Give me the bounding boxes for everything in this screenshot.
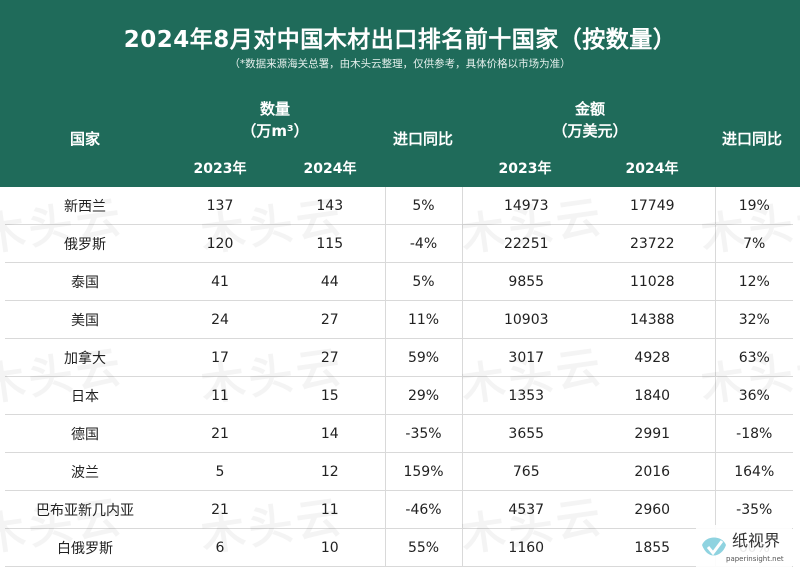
- header-amount-unit: （万美元）: [552, 122, 628, 140]
- cell-a2023: 3017: [461, 338, 590, 377]
- cell-qyoy: 159%: [384, 452, 462, 491]
- cell-a2024: 11028: [590, 262, 715, 301]
- cell-q2023: 17: [165, 338, 275, 377]
- cell-ayoy: 32%: [714, 300, 793, 339]
- cell-q2023: 6: [165, 528, 275, 567]
- cell-country: 新西兰: [5, 187, 165, 225]
- header-country: 国家: [69, 130, 100, 148]
- cell-a2024: 17749: [590, 187, 715, 225]
- cell-a2024: 1840: [590, 376, 715, 415]
- table-row: 波兰 5 12 159% 765 2016 164%: [5, 452, 793, 491]
- cell-q2023: 21: [165, 414, 275, 453]
- data-table: 新西兰 137 143 5% 14973 17749 19% 俄罗斯 120 115 -4% 2225…: [5, 187, 793, 567]
- cell-a2023: 765: [461, 452, 590, 491]
- header-amount-2023: 2023年: [498, 161, 552, 177]
- cell-country: 俄罗斯: [5, 224, 165, 263]
- cell-country: 日本: [5, 376, 165, 415]
- cell-country: 白俄罗斯: [5, 528, 165, 567]
- table-row: 俄罗斯 120 115 -4% 22251 23722 7%: [5, 224, 793, 263]
- cell-q2023: 137: [165, 187, 275, 225]
- cell-a2023: 14973: [461, 187, 590, 225]
- cell-qyoy: 29%: [384, 376, 462, 415]
- cell-qyoy: 59%: [384, 338, 462, 377]
- cell-q2024: 11: [275, 490, 385, 529]
- cell-q2023: 24: [165, 300, 275, 339]
- cell-a2023: 22251: [461, 224, 590, 263]
- table-row: 泰国 41 44 5% 9855 11028 12%: [5, 262, 793, 301]
- cell-qyoy: 5%: [384, 262, 462, 301]
- cell-q2024: 143: [275, 187, 385, 225]
- cell-country: 德国: [5, 414, 165, 453]
- header-quantity-2024: 2024年: [303, 161, 357, 177]
- cell-a2024: 23722: [590, 224, 715, 263]
- table-row: 巴布亚新几内亚 21 11 -46% 4537 2960 -35%: [5, 490, 793, 529]
- cell-q2023: 5: [165, 452, 275, 491]
- cell-country: 波兰: [5, 452, 165, 491]
- cell-q2024: 12: [275, 452, 385, 491]
- cell-a2023: 1160: [461, 528, 590, 567]
- table-row: 日本 11 15 29% 1353 1840 36%: [5, 376, 793, 415]
- header-amount: 金额: [574, 100, 605, 118]
- cell-a2024: 2016: [590, 452, 715, 491]
- cell-ayoy: 7%: [714, 224, 793, 263]
- header-quantity: 数量: [259, 100, 290, 118]
- cell-ayoy: 12%: [714, 262, 793, 301]
- table-row: 德国 21 14 -35% 3655 2991 -18%: [5, 414, 793, 453]
- cell-qyoy: 55%: [384, 528, 462, 567]
- table-row: 加拿大 17 27 59% 3017 4928 63%: [5, 338, 793, 377]
- cell-a2023: 9855: [461, 262, 590, 301]
- cell-qyoy: 5%: [384, 187, 462, 225]
- cell-country: 泰国: [5, 262, 165, 301]
- cell-qyoy: -4%: [384, 224, 462, 263]
- source-note: （*数据来源海关总署，由木头云整理，仅供参考，具体价格以市场为准）: [229, 58, 571, 70]
- cell-q2024: 44: [275, 262, 385, 301]
- table-row: 美国 24 27 11% 10903 14388 32%: [5, 300, 793, 339]
- cell-ayoy: 63%: [714, 338, 793, 377]
- cell-q2024: 27: [275, 300, 385, 339]
- cell-q2024: 27: [275, 338, 385, 377]
- cell-a2024: 2960: [590, 490, 715, 529]
- header-quantity-yoy: 进口同比: [392, 130, 453, 148]
- cell-country: 巴布亚新几内亚: [5, 490, 165, 529]
- cell-q2023: 11: [165, 376, 275, 415]
- brand-logo: 纸视界 paperinsight.net: [696, 525, 792, 569]
- cell-qyoy: 11%: [384, 300, 462, 339]
- logo-text: 纸视界: [732, 531, 781, 550]
- cell-qyoy: -35%: [384, 414, 462, 453]
- page-title: 2024年8月对中国木材出口排名前十国家（按数量）: [123, 27, 677, 53]
- cell-q2023: 41: [165, 262, 275, 301]
- cell-ayoy: 36%: [714, 376, 793, 415]
- cell-a2024: 14388: [590, 300, 715, 339]
- cell-q2024: 115: [275, 224, 385, 263]
- cell-a2023: 4537: [461, 490, 590, 529]
- cell-ayoy: 19%: [714, 187, 793, 225]
- cell-a2024: 4928: [590, 338, 715, 377]
- cell-country: 加拿大: [5, 338, 165, 377]
- logo-icon: [702, 537, 726, 556]
- header-amount-2024: 2024年: [625, 161, 679, 177]
- cell-q2023: 120: [165, 224, 275, 263]
- cell-country: 美国: [5, 300, 165, 339]
- cell-ayoy: 164%: [714, 452, 793, 491]
- cell-qyoy: -46%: [384, 490, 462, 529]
- cell-q2024: 14: [275, 414, 385, 453]
- table-row: 新西兰 137 143 5% 14973 17749 19%: [5, 187, 793, 225]
- logo-url: paperinsight.net: [726, 555, 784, 563]
- cell-q2023: 21: [165, 490, 275, 529]
- header-quantity-2023: 2023年: [193, 161, 247, 177]
- cell-a2023: 1353: [461, 376, 590, 415]
- cell-q2024: 10: [275, 528, 385, 567]
- cell-q2024: 15: [275, 376, 385, 415]
- cell-ayoy: -35%: [714, 490, 793, 529]
- cell-a2023: 3655: [461, 414, 590, 453]
- cell-a2023: 10903: [461, 300, 590, 339]
- cell-ayoy: -18%: [714, 414, 793, 453]
- cell-a2024: 1855: [590, 528, 715, 567]
- cell-a2024: 2991: [590, 414, 715, 453]
- header-amount-yoy: 进口同比: [721, 130, 782, 148]
- table-header: 2024年8月对中国木材出口排名前十国家（按数量） （*数据来源海关总署，由木头…: [0, 0, 800, 187]
- header-quantity-unit: （万m³）: [241, 122, 309, 140]
